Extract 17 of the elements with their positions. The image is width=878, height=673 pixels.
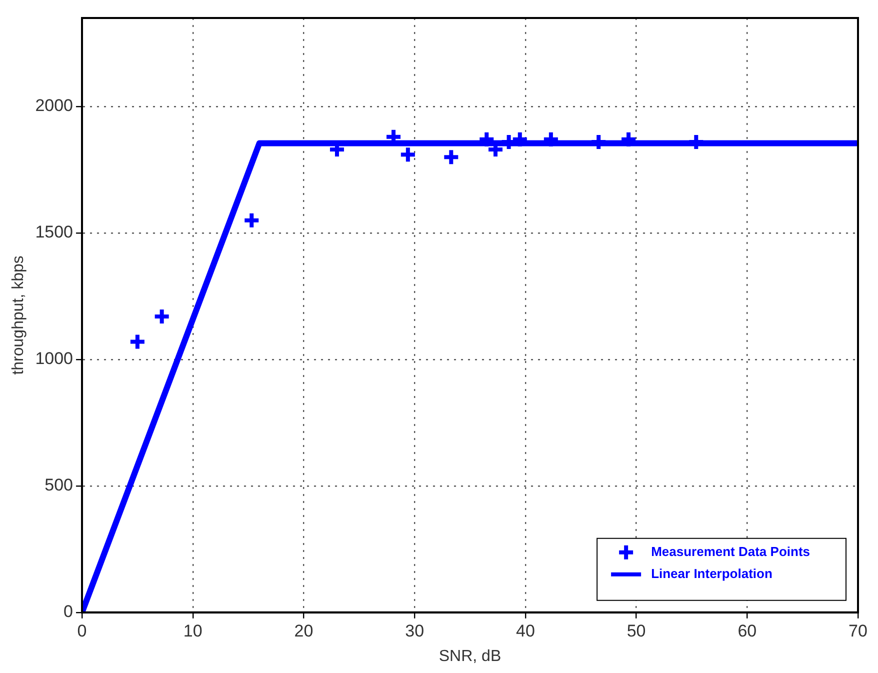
x-tick-label: 20 [294,621,314,640]
x-tick-label: 0 [77,621,87,640]
legend-label: Measurement Data Points [651,544,810,559]
legend-label: Linear Interpolation [651,566,772,581]
x-tick-label: 10 [183,621,202,640]
x-tick-label: 40 [516,621,535,640]
y-tick-label: 1500 [35,222,74,242]
y-tick-label: 1000 [35,349,74,368]
x-tick-label: 30 [405,621,424,640]
x-tick-label: 60 [738,621,757,640]
y-tick-label: 500 [44,476,74,495]
x-tick-label: 70 [848,621,868,640]
x-tick-label: 50 [626,621,646,640]
y-axis-title: throughput, kbps [10,256,28,375]
y-tick-label: 2000 [35,96,74,116]
x-axis-title: SNR, dB [438,648,502,665]
y-tick-label: 0 [64,602,74,622]
